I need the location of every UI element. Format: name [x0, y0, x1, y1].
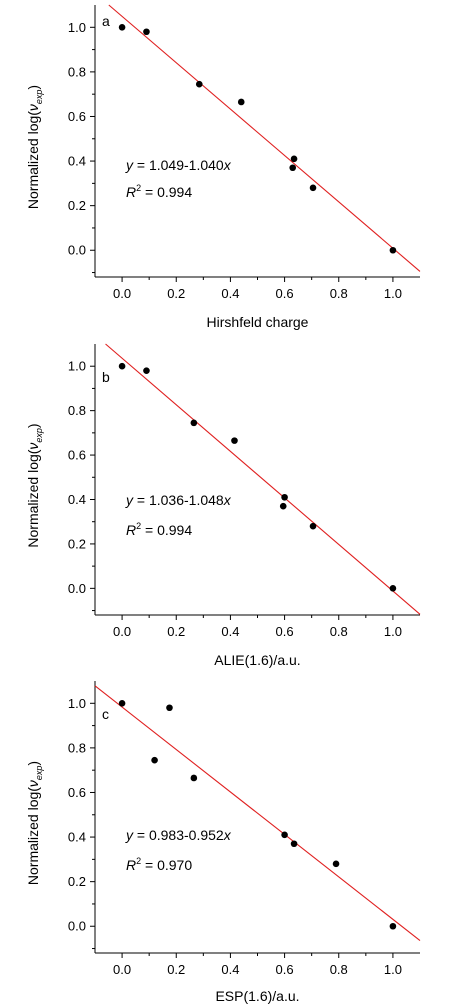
data-point [389, 922, 397, 930]
y-tick-label: 0.4 [68, 154, 86, 169]
r-squared: R2 = 0.994 [126, 183, 192, 200]
y-tick-label: 0.6 [68, 448, 86, 463]
data-point [290, 155, 298, 163]
data-point [195, 80, 203, 88]
data-point [118, 23, 126, 31]
r-squared: R2 = 0.970 [126, 856, 192, 873]
y-tick-label: 0.2 [68, 198, 86, 213]
data-point [190, 774, 198, 782]
data-point [281, 831, 288, 839]
x-tick-label: 1.0 [384, 624, 402, 639]
data-point [279, 502, 287, 510]
x-axis-title: ESP(1.6)/a.u. [215, 988, 299, 1004]
x-tick-label: 0.6 [276, 286, 294, 301]
y-axis-title: Normalized log(νexp) [25, 423, 44, 547]
data-point [166, 704, 173, 712]
data-point [118, 362, 126, 370]
data-point [143, 28, 150, 36]
x-tick-label: 0.8 [330, 962, 348, 977]
x-tick-label: 0.6 [276, 624, 294, 639]
data-point [190, 419, 198, 427]
fit-line [105, 343, 421, 615]
x-tick-label: 0.4 [221, 286, 239, 301]
y-tick-label: 0.2 [68, 536, 86, 551]
y-tick-label: 0.4 [68, 830, 86, 845]
fit-line [108, 4, 421, 272]
y-tick-label: 0.4 [68, 492, 86, 507]
data-point [143, 367, 150, 374]
data-point [237, 98, 245, 106]
data-point [151, 756, 158, 764]
y-axis-title: Normalized log(νexp) [25, 85, 44, 209]
x-tick-label: 0.0 [113, 286, 131, 301]
panel-a: 0.0 0.2 0.4 0.6 0.8 1.0 0.0 0.2 0.4 0.6 0.8 1.0 a y =… [25, 4, 421, 330]
x-axis-title: Hirshfeld charge [207, 314, 309, 330]
y-axis-title: Normalized log(νexp) [25, 761, 44, 885]
x-tick-label: 0.0 [113, 962, 131, 977]
data-point [118, 699, 126, 707]
y-tick-label: 0.0 [68, 243, 86, 258]
data-point [231, 437, 238, 444]
regression-equation: y = 0.983-0.952x [125, 827, 232, 843]
data-point [290, 840, 298, 848]
x-tick-label: 0.2 [167, 286, 185, 301]
y-tick-label: 0.6 [68, 109, 86, 124]
x-tick-label: 0.6 [276, 962, 294, 977]
panel-b: 0.0 0.2 0.4 0.6 0.8 1.0 0.0 0.2 0.4 0.6 0.8 1.0 b y =… [25, 343, 421, 668]
x-tick-label: 0.8 [330, 624, 348, 639]
x-tick-label: 0.2 [167, 962, 185, 977]
data-point [309, 184, 317, 192]
r-squared: R2 = 0.994 [126, 521, 192, 538]
x-tick-label: 0.4 [221, 624, 239, 639]
data-point [281, 493, 288, 501]
y-tick-label: 0.8 [68, 403, 86, 418]
y-tick-label: 1.0 [68, 20, 86, 35]
data-point [289, 164, 297, 172]
x-axis-title: ALIE(1.6)/a.u. [214, 652, 300, 668]
x-tick-label: 1.0 [384, 962, 402, 977]
x-tick-label: 0.2 [167, 624, 185, 639]
y-tick-label: 0.6 [68, 785, 86, 800]
y-tick-label: 0.0 [68, 919, 86, 934]
data-point [389, 585, 397, 592]
x-tick-label: 0.8 [330, 286, 348, 301]
regression-equation: y = 1.049-1.040x [125, 157, 232, 173]
y-tick-label: 0.0 [68, 581, 86, 596]
y-tick-label: 0.8 [68, 740, 86, 755]
data-point [389, 246, 397, 254]
x-tick-label: 0.0 [113, 624, 131, 639]
panel-letter: b [102, 369, 110, 385]
y-tick-label: 0.8 [68, 64, 86, 79]
x-tick-label: 0.4 [221, 962, 239, 977]
y-tick-label: 0.2 [68, 874, 86, 889]
regression-equation: y = 1.036-1.048x [125, 492, 232, 508]
y-tick-label: 1.0 [68, 696, 86, 711]
panel-c: 0.0 0.2 0.4 0.6 0.8 1.0 0.0 0.2 0.4 0.6 0.8 1.0 c y =… [25, 681, 421, 1004]
data-point [309, 522, 317, 530]
panel-letter: c [102, 706, 109, 722]
panel-letter: a [102, 13, 110, 29]
data-point [332, 860, 340, 868]
y-tick-label: 1.0 [68, 359, 86, 374]
x-tick-label: 1.0 [384, 286, 402, 301]
fit-line [94, 685, 421, 941]
